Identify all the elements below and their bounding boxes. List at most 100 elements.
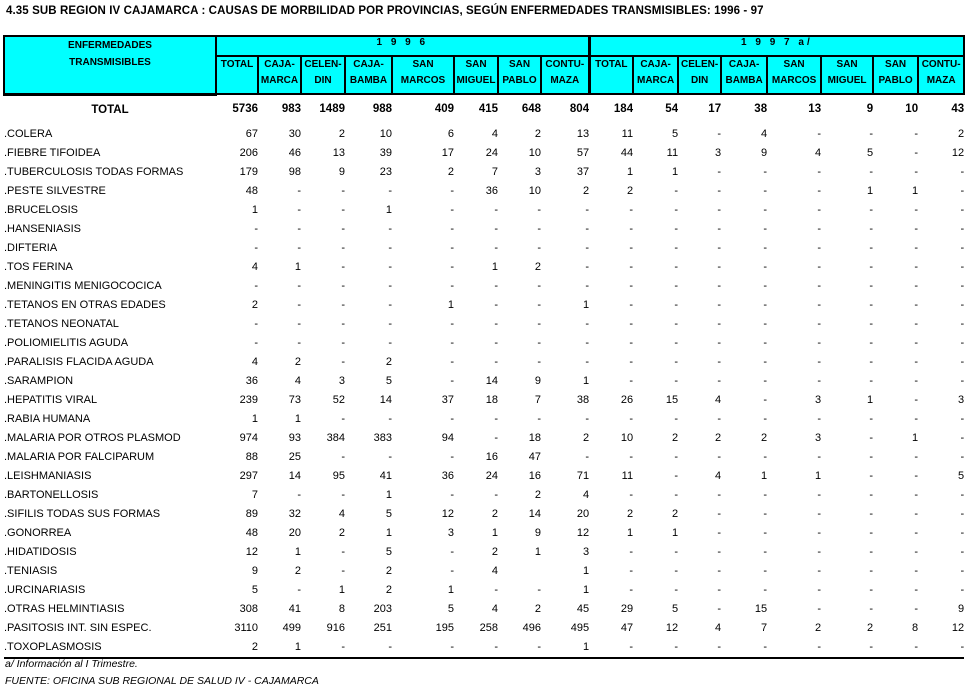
value-cell: - (763, 564, 768, 577)
value-cell: - (914, 488, 919, 501)
disease-name: .TENIASIS (4, 564, 58, 577)
col-header-1996-san-pablo: SAN PABLO (497, 55, 542, 95)
value-cell: - (341, 564, 345, 577)
value-cell: 2 (534, 260, 541, 273)
value-cell: 2 (582, 431, 590, 444)
value-cell: 1 (671, 165, 679, 178)
table-row: .COLERA 67 30 2 10 6 4 2 13 11 5 - 4 - - - 2 (4, 125, 964, 144)
value-cell: - (960, 165, 965, 178)
value-cell: 54 (665, 103, 679, 116)
value-cell: - (537, 203, 541, 216)
value-cell: - (341, 488, 345, 501)
value-cell: - (914, 526, 919, 539)
value-cell: - (717, 583, 722, 596)
disease-name: .SARAMPION (4, 374, 74, 387)
value-cell: 9 (866, 103, 874, 116)
value-cell: - (960, 222, 965, 235)
value-cell: 17 (441, 146, 454, 159)
col-header-line: SAN (836, 59, 858, 70)
value-cell: 4 (582, 488, 590, 501)
value-cell: 409 (434, 103, 454, 116)
value-cell: - (341, 222, 345, 235)
value-cell: - (960, 317, 965, 330)
value-cell: 4 (814, 146, 822, 159)
value-cell: - (450, 241, 454, 254)
value-cell: - (873, 637, 919, 659)
value-cell: 6 (447, 127, 454, 140)
value-cell: 26 (620, 393, 634, 406)
table-row: .SIFILIS TODAS SUS FORMAS 89 32 4 5 12 2 14 20 2 2… (4, 505, 964, 524)
value-cell: - (914, 260, 919, 273)
value-cell: - (717, 203, 722, 216)
value-cell: - (960, 412, 965, 425)
value-cell: 36 (441, 469, 454, 482)
disease-name: .PASITOSIS INT. SIN ESPEC. (4, 621, 152, 634)
col-header-1996-cajamarca: CAJA- MARCA (257, 55, 302, 95)
value-cell: 1 (491, 526, 498, 539)
value-cell: - (297, 241, 301, 254)
row-header-enfermedades: ENFERMEDADES TRANSMISIBLES (3, 35, 217, 96)
value-cell: 2 (626, 184, 634, 197)
value-cell: - (817, 317, 822, 330)
value-cell: - (388, 279, 392, 292)
col-header-line: MARCOS (771, 75, 817, 86)
value-cell: - (629, 222, 634, 235)
value-cell: - (817, 336, 822, 349)
value-cell: - (674, 469, 679, 482)
value-cell: - (960, 355, 965, 368)
value-cell: - (817, 355, 822, 368)
value-cell: - (914, 146, 919, 159)
table-row: .PARALISIS FLACIDA AGUDA 4 2 - 2 - - - - - - - - - - - - (4, 353, 964, 372)
value-cell: 10 (620, 431, 634, 444)
value-cell: 9 (251, 564, 258, 577)
value-cell: - (450, 374, 454, 387)
value-cell: 4 (338, 507, 345, 520)
value-cell: 45 (576, 602, 590, 615)
value-cell: - (629, 488, 634, 501)
value-cell: 14 (288, 469, 301, 482)
value-cell: - (341, 450, 345, 463)
disease-name: .HEPATITIS VIRAL (4, 393, 98, 406)
disease-name: .GONORREA (4, 526, 72, 539)
value-cell: - (388, 241, 392, 254)
col-header-1997-celendin: CELEN- DIN (677, 55, 723, 95)
value-cell: - (345, 637, 392, 659)
value-cell: 13 (576, 127, 590, 140)
value-cell: - (537, 298, 541, 311)
year-group-1996: 1 9 9 6 (214, 35, 591, 57)
value-cell: - (763, 393, 768, 406)
value-cell: - (869, 374, 874, 387)
value-cell: - (869, 583, 874, 596)
disease-name: .TUBERCULOSIS TODAS FORMAS (4, 165, 184, 178)
table-row: .MALARIA POR OTROS PLASMOD 974 93 384 383 94 -… (4, 429, 964, 448)
col-header-line: CAJA- (264, 59, 295, 70)
value-cell: 1 (582, 564, 590, 577)
value-cell: - (960, 450, 965, 463)
value-cell: 30 (288, 127, 301, 140)
value-cell: - (869, 412, 874, 425)
value-cell: - (960, 336, 965, 349)
value-cell: - (589, 637, 634, 659)
value-cell: - (297, 488, 301, 501)
value-cell: - (629, 279, 634, 292)
value-cell: - (388, 412, 392, 425)
value-cell: - (297, 298, 301, 311)
value-cell: - (869, 336, 874, 349)
value-cell: 1 (385, 488, 392, 501)
value-cell: - (914, 298, 919, 311)
value-cell: 52 (332, 393, 345, 406)
value-cell: 496 (522, 621, 541, 634)
col-header-1997-san-pablo: SAN PABLO (872, 55, 920, 95)
value-cell: 2 (814, 621, 822, 634)
value-cell: 88 (245, 450, 258, 463)
disease-name: .POLIOMIELITIS AGUDA (4, 336, 129, 349)
value-cell: 5 (671, 602, 679, 615)
value-cell: 3 (814, 393, 822, 406)
value-cell: - (585, 412, 590, 425)
value-cell: 983 (281, 103, 301, 116)
value-cell: - (763, 450, 768, 463)
value-cell: - (254, 279, 258, 292)
value-cell: - (494, 355, 498, 368)
value-cell: - (450, 317, 454, 330)
